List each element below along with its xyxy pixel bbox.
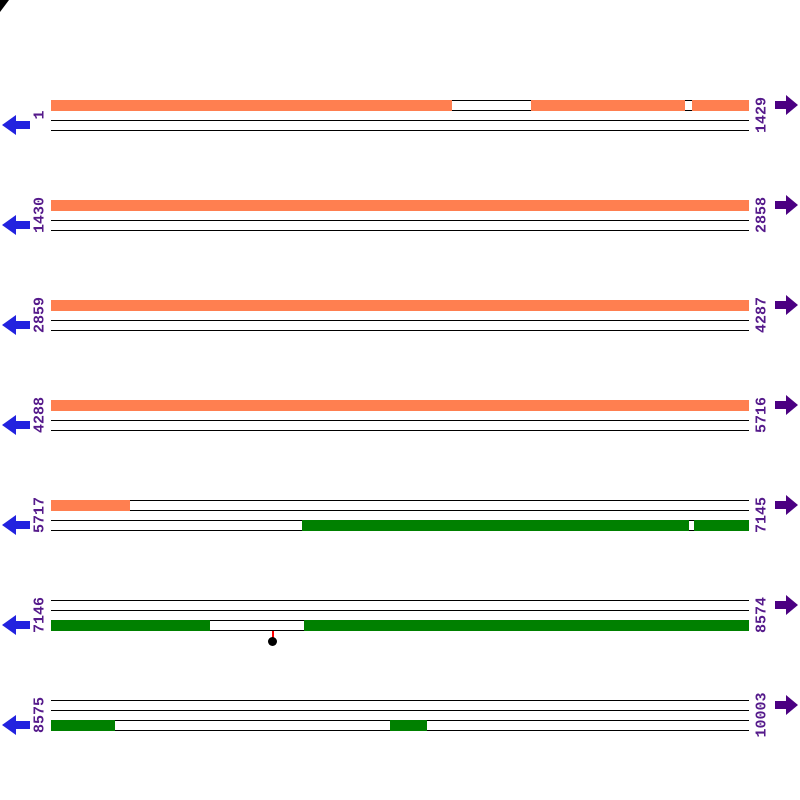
orf-segment-forward [51, 100, 453, 111]
reverse-strand-arrow-icon [2, 515, 30, 540]
track-reverse-frame [51, 420, 749, 431]
row-start-coordinate: 4288 [31, 396, 49, 434]
orf-segment-reverse [51, 620, 211, 631]
forward-strand-arrow-icon [775, 495, 798, 520]
row-end-coordinate: 7145 [753, 496, 771, 534]
row-end-coordinate: 4287 [753, 296, 771, 334]
reverse-strand-arrow-icon [2, 215, 30, 240]
row-end-coordinate: 8574 [753, 596, 771, 634]
orf-segment-forward [691, 100, 749, 111]
track-reverse-frame [51, 220, 749, 231]
orf-segment-forward [51, 500, 131, 511]
track-forward-frame [51, 600, 749, 611]
forward-strand-arrow-icon [775, 95, 798, 120]
row-end-coordinate: 2858 [753, 196, 771, 234]
forward-strand-arrow-icon [775, 595, 798, 620]
row-start-coordinate: 8575 [31, 696, 49, 734]
orf-segment-forward [51, 300, 749, 311]
row-end-coordinate: 1429 [753, 96, 771, 134]
forward-strand-arrow-icon [775, 695, 798, 720]
row-end-coordinate: 10003 [753, 692, 771, 738]
reverse-strand-arrow-icon [2, 415, 30, 440]
orf-segment-reverse [51, 720, 116, 731]
row-start-coordinate: 2859 [31, 296, 49, 334]
forward-strand-arrow-icon [775, 295, 798, 320]
forward-strand-arrow-icon [775, 195, 798, 220]
track-reverse-frame [51, 320, 749, 331]
lollipop-marker-stem [271, 631, 274, 638]
row-start-coordinate: 1 [31, 110, 49, 120]
reverse-strand-arrow-icon [2, 615, 30, 640]
reverse-strand-arrow-icon [2, 115, 30, 140]
row-start-coordinate: 5717 [31, 496, 49, 534]
orf-segment-forward [51, 200, 749, 211]
orf-segment-reverse [694, 520, 749, 531]
orf-segment-forward [530, 100, 686, 111]
orf-segment-reverse [390, 720, 428, 731]
track-reverse-frame [51, 120, 749, 131]
row-end-coordinate: 5716 [753, 396, 771, 434]
forward-strand-arrow-icon [775, 395, 798, 420]
row-start-coordinate: 1430 [31, 196, 49, 234]
corner-artifact [0, 0, 9, 12]
reverse-strand-arrow-icon [2, 315, 30, 340]
lollipop-marker-dot [268, 637, 278, 646]
track-forward-frame [51, 500, 749, 511]
orf-segment-forward [51, 400, 749, 411]
track-forward-frame [51, 700, 749, 711]
orf-segment-reverse [304, 620, 749, 631]
row-start-coordinate: 7146 [31, 596, 49, 634]
orf-segment-reverse [302, 520, 690, 531]
reverse-strand-arrow-icon [2, 715, 30, 740]
